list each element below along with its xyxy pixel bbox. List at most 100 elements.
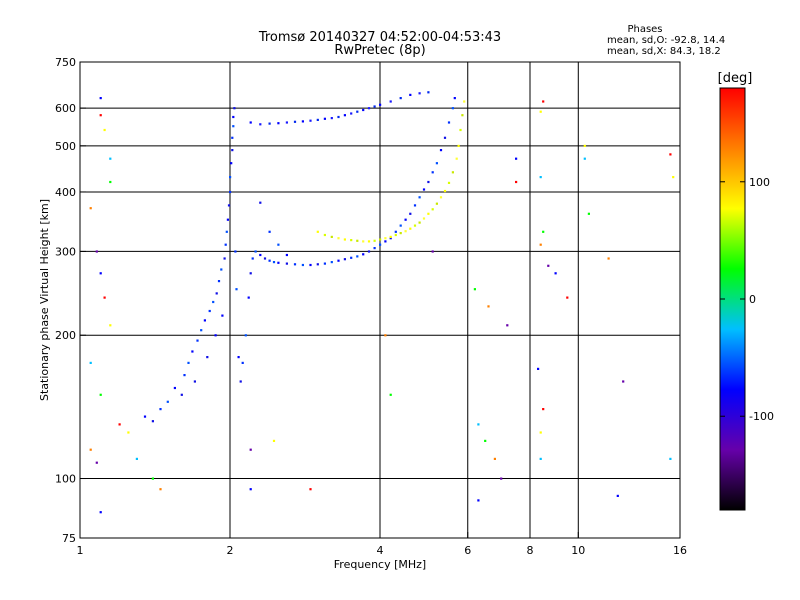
data-point: [89, 207, 92, 210]
data-point: [208, 309, 211, 313]
data-point: [268, 259, 271, 262]
data-point: [427, 180, 430, 184]
data-point: [515, 180, 518, 184]
data-point: [356, 110, 359, 113]
data-point: [350, 239, 353, 242]
data-point: [95, 250, 98, 253]
data-point: [389, 100, 392, 103]
data-point: [418, 221, 421, 224]
plot-area: 1 2 4 6 8 10 16 75 100 200 300 400 500 600 750: [55, 56, 687, 557]
data-point: [435, 162, 438, 165]
data-point: [484, 439, 487, 442]
data-point: [413, 224, 417, 227]
data-point: [547, 264, 550, 267]
data-point: [259, 253, 262, 257]
data-point: [166, 400, 169, 403]
data-point: [343, 258, 346, 261]
data-point: [343, 238, 346, 241]
data-point: [409, 93, 412, 96]
data-point: [447, 121, 451, 124]
data-point: [89, 361, 92, 364]
data-point: [506, 324, 509, 327]
y-axis-label: Stationary phase Virtual Height [km]: [38, 199, 51, 401]
data-point: [537, 367, 540, 370]
data-point: [285, 262, 288, 265]
data-point: [99, 511, 102, 514]
colorbar-label: [deg]: [718, 71, 753, 86]
data-point: [231, 136, 234, 139]
data-point: [143, 415, 147, 418]
data-point: [500, 477, 503, 480]
data-point: [669, 457, 672, 460]
data-point: [343, 114, 346, 117]
data-point: [301, 263, 304, 267]
data-point: [217, 280, 221, 283]
data-point: [109, 157, 112, 160]
data-point: [103, 128, 106, 132]
data-point: [230, 162, 233, 165]
data-points: [89, 91, 675, 514]
data-point: [350, 112, 353, 115]
data-point: [191, 350, 194, 353]
data-point: [159, 408, 162, 411]
data-point: [461, 114, 464, 117]
data-point: [587, 212, 590, 215]
stats-x-mode: mean, sd,X: 84.3, 18.2: [607, 46, 721, 57]
header: Tromsø 20140327 04:52:00-04:53:43 RwPret…: [258, 24, 725, 58]
data-point: [151, 477, 154, 480]
x-tick-label: 6: [464, 544, 471, 557]
data-point: [249, 488, 252, 491]
data-point: [135, 457, 138, 460]
chart-title: Tromsø 20140327 04:52:00-04:53:43: [258, 30, 501, 45]
data-point: [384, 240, 387, 243]
stats-o-mode: mean, sd,O: -92.8, 14.4: [607, 35, 725, 46]
data-point: [350, 256, 353, 259]
data-point: [268, 230, 271, 233]
data-point: [539, 243, 542, 246]
data-point: [254, 250, 257, 253]
data-point: [231, 149, 234, 152]
data-point: [399, 224, 402, 227]
data-point: [539, 457, 542, 460]
data-point: [95, 461, 98, 464]
x-tick-label: 16: [673, 544, 687, 557]
y-tick-label: 300: [55, 245, 76, 258]
data-point: [431, 208, 434, 211]
data-point: [99, 393, 102, 396]
data-point: [431, 171, 434, 174]
data-point: [316, 263, 319, 266]
data-point: [226, 218, 229, 221]
x-axis-label: Frequency [MHz]: [334, 558, 426, 571]
data-point: [418, 92, 421, 95]
data-point: [669, 153, 672, 156]
data-point: [221, 314, 224, 317]
chart-subtitle: RwPretec (8p): [334, 43, 425, 58]
data-point: [453, 97, 456, 100]
data-point: [443, 136, 447, 139]
data-point: [672, 176, 675, 179]
data-point: [235, 288, 238, 291]
data-point: [539, 110, 542, 113]
data-point: [435, 202, 438, 205]
data-point: [384, 237, 387, 240]
y-tick-label: 75: [62, 532, 76, 545]
data-point: [389, 393, 392, 396]
colorbar-ticks: 100 0 -100: [720, 176, 774, 423]
data-point: [367, 250, 371, 253]
data-point: [109, 324, 112, 327]
y-tick-label: 500: [55, 140, 76, 153]
data-point: [229, 190, 232, 194]
data-point: [232, 125, 235, 128]
y-tick-label: 100: [55, 473, 76, 486]
data-point: [224, 243, 227, 246]
data-point: [277, 122, 280, 125]
data-point: [447, 181, 451, 184]
data-point: [89, 448, 92, 451]
data-point: [277, 243, 280, 246]
data-point: [212, 300, 215, 304]
data-point: [399, 232, 402, 235]
data-point: [409, 212, 412, 215]
data-point: [127, 431, 130, 434]
data-point: [330, 261, 333, 264]
data-point: [263, 257, 267, 260]
